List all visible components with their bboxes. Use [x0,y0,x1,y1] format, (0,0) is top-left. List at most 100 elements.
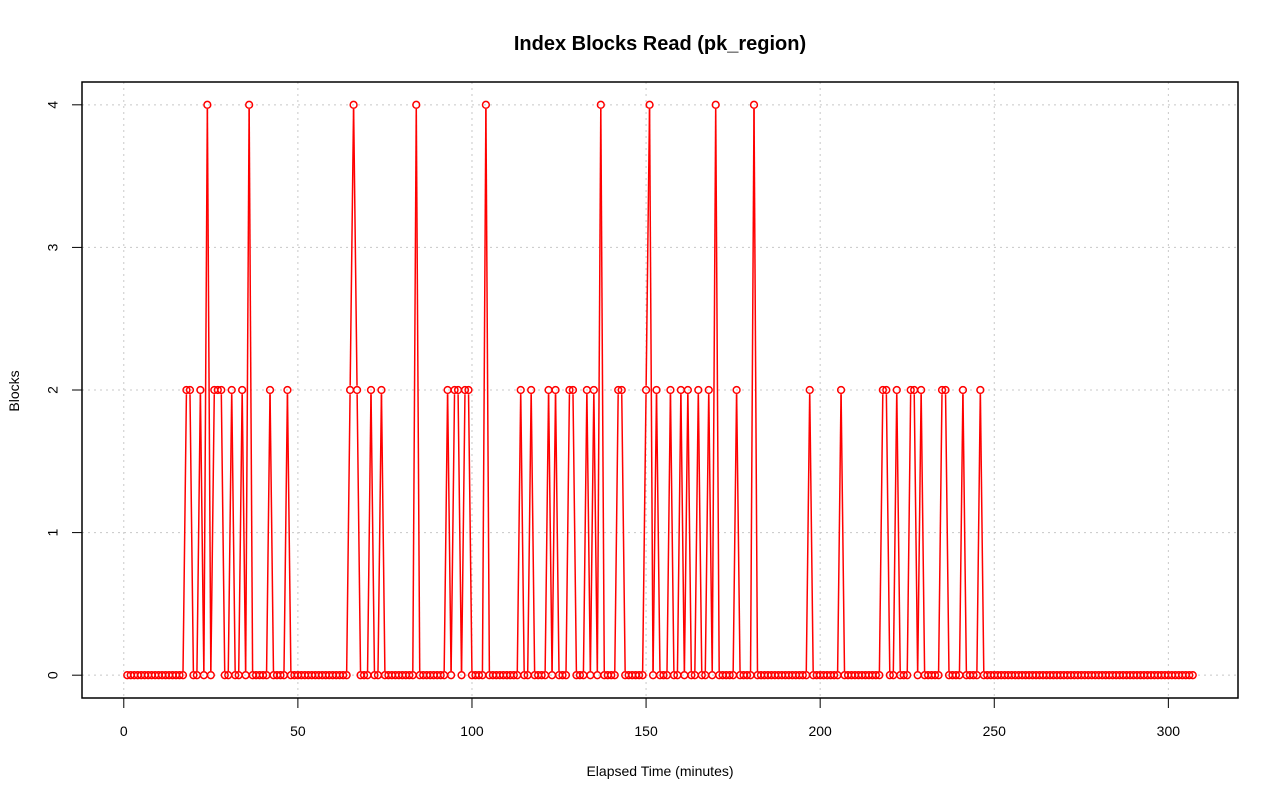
data-point [798,671,807,680]
y-tick-label: 0 [45,671,61,679]
data-point [558,671,567,680]
data-point [969,671,978,680]
series-segment [805,394,811,671]
series-segment [349,109,355,386]
data-point [412,100,421,109]
series-segment [206,109,212,671]
data-point [617,385,626,395]
data-point [457,671,466,680]
series-segment [892,394,898,671]
series-segment [586,394,592,671]
data-point [614,385,623,395]
series-segment [666,394,672,671]
series-segment [265,394,271,671]
data-point [683,385,693,395]
series-segment [443,394,449,671]
data-point [575,671,585,680]
data-point [196,385,205,395]
series-segment [460,394,466,671]
series-segment [189,394,195,671]
data-point [182,385,191,395]
data-point [349,100,358,109]
series-segment [572,394,578,671]
data-point [916,385,926,395]
data-point [669,671,679,680]
data-point [680,671,689,680]
x-tick-label: 0 [120,723,128,739]
series-segment [370,394,376,671]
data-point [666,385,675,395]
data-point [537,671,546,680]
data-point [231,671,240,680]
data-point [189,671,198,680]
data-point [875,671,884,680]
x-axis-label: Elapsed Time (minutes) [586,763,733,779]
data-point [958,385,968,395]
data-point [878,385,887,395]
data-point [276,671,285,680]
data-point [568,385,578,395]
data-point [937,385,947,395]
series-segment [749,109,755,671]
series-segment [976,394,982,671]
data-point [836,385,846,395]
series-segment [199,394,205,671]
series-segment [237,394,243,671]
data-point [206,671,215,680]
data-point [370,671,379,680]
data-point [805,385,814,395]
data-point [258,671,268,680]
series-segment [481,109,487,671]
series-segment [962,394,968,671]
series-segment [913,394,919,671]
series-segment [415,109,421,671]
series-segment [412,109,417,671]
y-axis: 0 1 2 3 4 [45,101,83,679]
series-segment [896,394,901,671]
data-point [687,671,696,680]
data-point [634,671,644,680]
series-segment [600,109,606,671]
x-tick-label: 200 [808,723,832,739]
series-segment [596,109,602,671]
data-point [244,100,254,109]
data-point [213,385,222,395]
series-segment [380,394,386,671]
series-segment [551,394,557,671]
data-point [749,100,759,109]
series-segment [457,394,463,671]
data-point [436,671,445,680]
x-tick-label: 300 [1157,723,1181,739]
data-point [711,100,720,109]
series-segment [687,394,693,671]
series-segment [530,394,536,671]
data-point [892,385,901,395]
series-segment [485,109,491,671]
data-point [460,385,470,395]
data-point [742,671,752,680]
series-segment [878,394,884,671]
y-tick-label: 2 [45,386,61,394]
series-segment [196,394,202,671]
series-segment [203,109,209,671]
data-point [694,385,703,395]
data-point [265,385,275,395]
series-segment [210,394,216,671]
x-tick-label: 150 [634,723,658,739]
series-segment [231,394,236,671]
series-segment [526,394,532,671]
data-point [227,385,236,395]
series-segment [377,394,383,671]
series-segment [937,394,943,671]
data-point [638,671,647,680]
series-segment [916,394,922,671]
data-point [464,385,473,395]
data-point [516,385,525,395]
data-point [185,385,195,395]
series-segment [227,394,233,671]
x-tick-label: 50 [290,723,306,739]
data-point [551,385,560,395]
data-point [178,671,188,680]
series-segment [840,394,846,671]
